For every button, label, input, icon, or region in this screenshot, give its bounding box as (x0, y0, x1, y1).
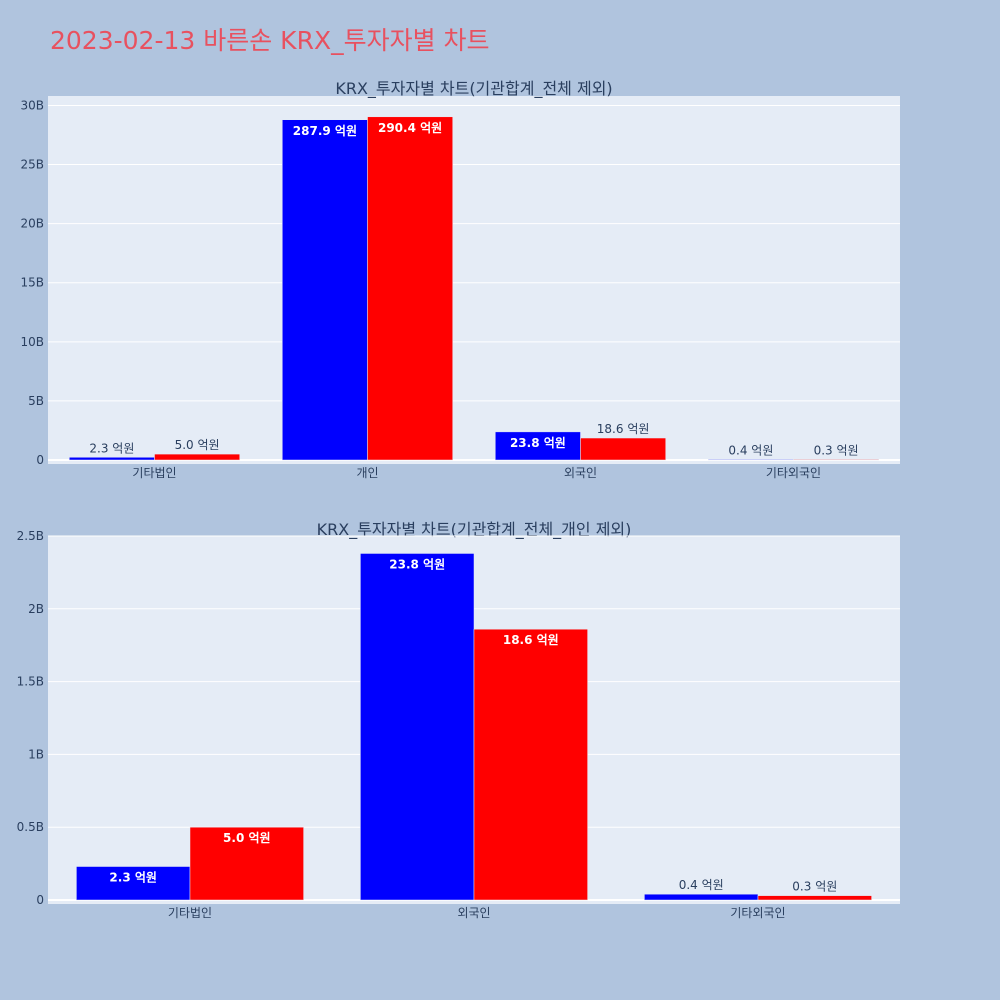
data-label: 0.3 억원 (814, 444, 859, 458)
data-label: 2.3 억원 (89, 441, 134, 455)
bar (189, 826, 304, 901)
y-tick-label: 0 (36, 453, 44, 467)
x-tick-label: 개인 (356, 466, 378, 480)
y-tick-label: 1B (28, 747, 44, 761)
data-label: 0.4 억원 (728, 444, 773, 458)
data-label: 18.6 억원 (597, 422, 650, 436)
bar (757, 895, 872, 901)
y-tick-label: 0 (36, 893, 44, 907)
bar (708, 459, 794, 461)
x-tick-label: 기타법인 (168, 906, 212, 920)
bar (473, 628, 588, 901)
bar (360, 553, 475, 901)
bar (495, 431, 581, 461)
chart-title: KRX_투자자별 차트(기관합계_전체 제외) (335, 79, 612, 99)
x-tick-label: 기타법인 (132, 466, 176, 480)
chart-title: KRX_투자자별 차트(기관합계_전체_개인 제외) (317, 520, 632, 540)
x-tick-label: 외국인 (564, 466, 597, 480)
plot-area (48, 96, 900, 464)
y-tick-label: 15B (20, 276, 44, 290)
chart-panel-bottom: KRX_투자자별 차트(기관합계_전체_개인 제외) 0 0.5B 1B 1.5B 2B 2… (17, 520, 900, 920)
bar (154, 453, 240, 461)
y-tick-label: 20B (20, 217, 44, 231)
data-label: 2.3 억원 (109, 871, 157, 885)
y-tick-label: 2.5B (17, 529, 44, 543)
y-tick-label: 10B (20, 335, 44, 349)
data-label: 18.6 억원 (503, 633, 559, 647)
bar (367, 116, 453, 461)
x-tick-label: 기타외국인 (730, 906, 785, 920)
data-label: 290.4 억원 (378, 121, 442, 135)
data-label: 23.8 억원 (389, 557, 445, 571)
bar (644, 893, 759, 901)
data-label: 5.0 억원 (175, 438, 220, 452)
data-label: 0.3 억원 (792, 880, 837, 894)
y-tick-label: 25B (20, 158, 44, 172)
x-tick-label: 기타외국인 (766, 466, 821, 480)
bar (793, 459, 879, 461)
data-label: 23.8 억원 (510, 436, 566, 450)
data-label: 5.0 억원 (223, 831, 271, 845)
y-tick-label: 5B (28, 394, 44, 408)
bar (282, 119, 368, 461)
x-tick-label: 외국인 (457, 906, 490, 920)
chart-panel-top: KRX_투자자별 차트(기관합계_전체 제외) 0 5B 10B 15B 20B 25B 30… (20, 79, 900, 480)
data-label: 287.9 억원 (293, 124, 357, 138)
bar (580, 437, 666, 461)
page-title: 2023-02-13 바른손 KRX_투자자별 차트 (50, 26, 490, 55)
y-tick-label: 30B (20, 98, 44, 112)
y-tick-label: 0.5B (17, 820, 44, 834)
y-tick-label: 2B (28, 602, 44, 616)
y-tick-label: 1.5B (17, 675, 44, 689)
bar (76, 866, 191, 901)
data-label: 0.4 억원 (679, 878, 724, 892)
bar (69, 457, 155, 461)
